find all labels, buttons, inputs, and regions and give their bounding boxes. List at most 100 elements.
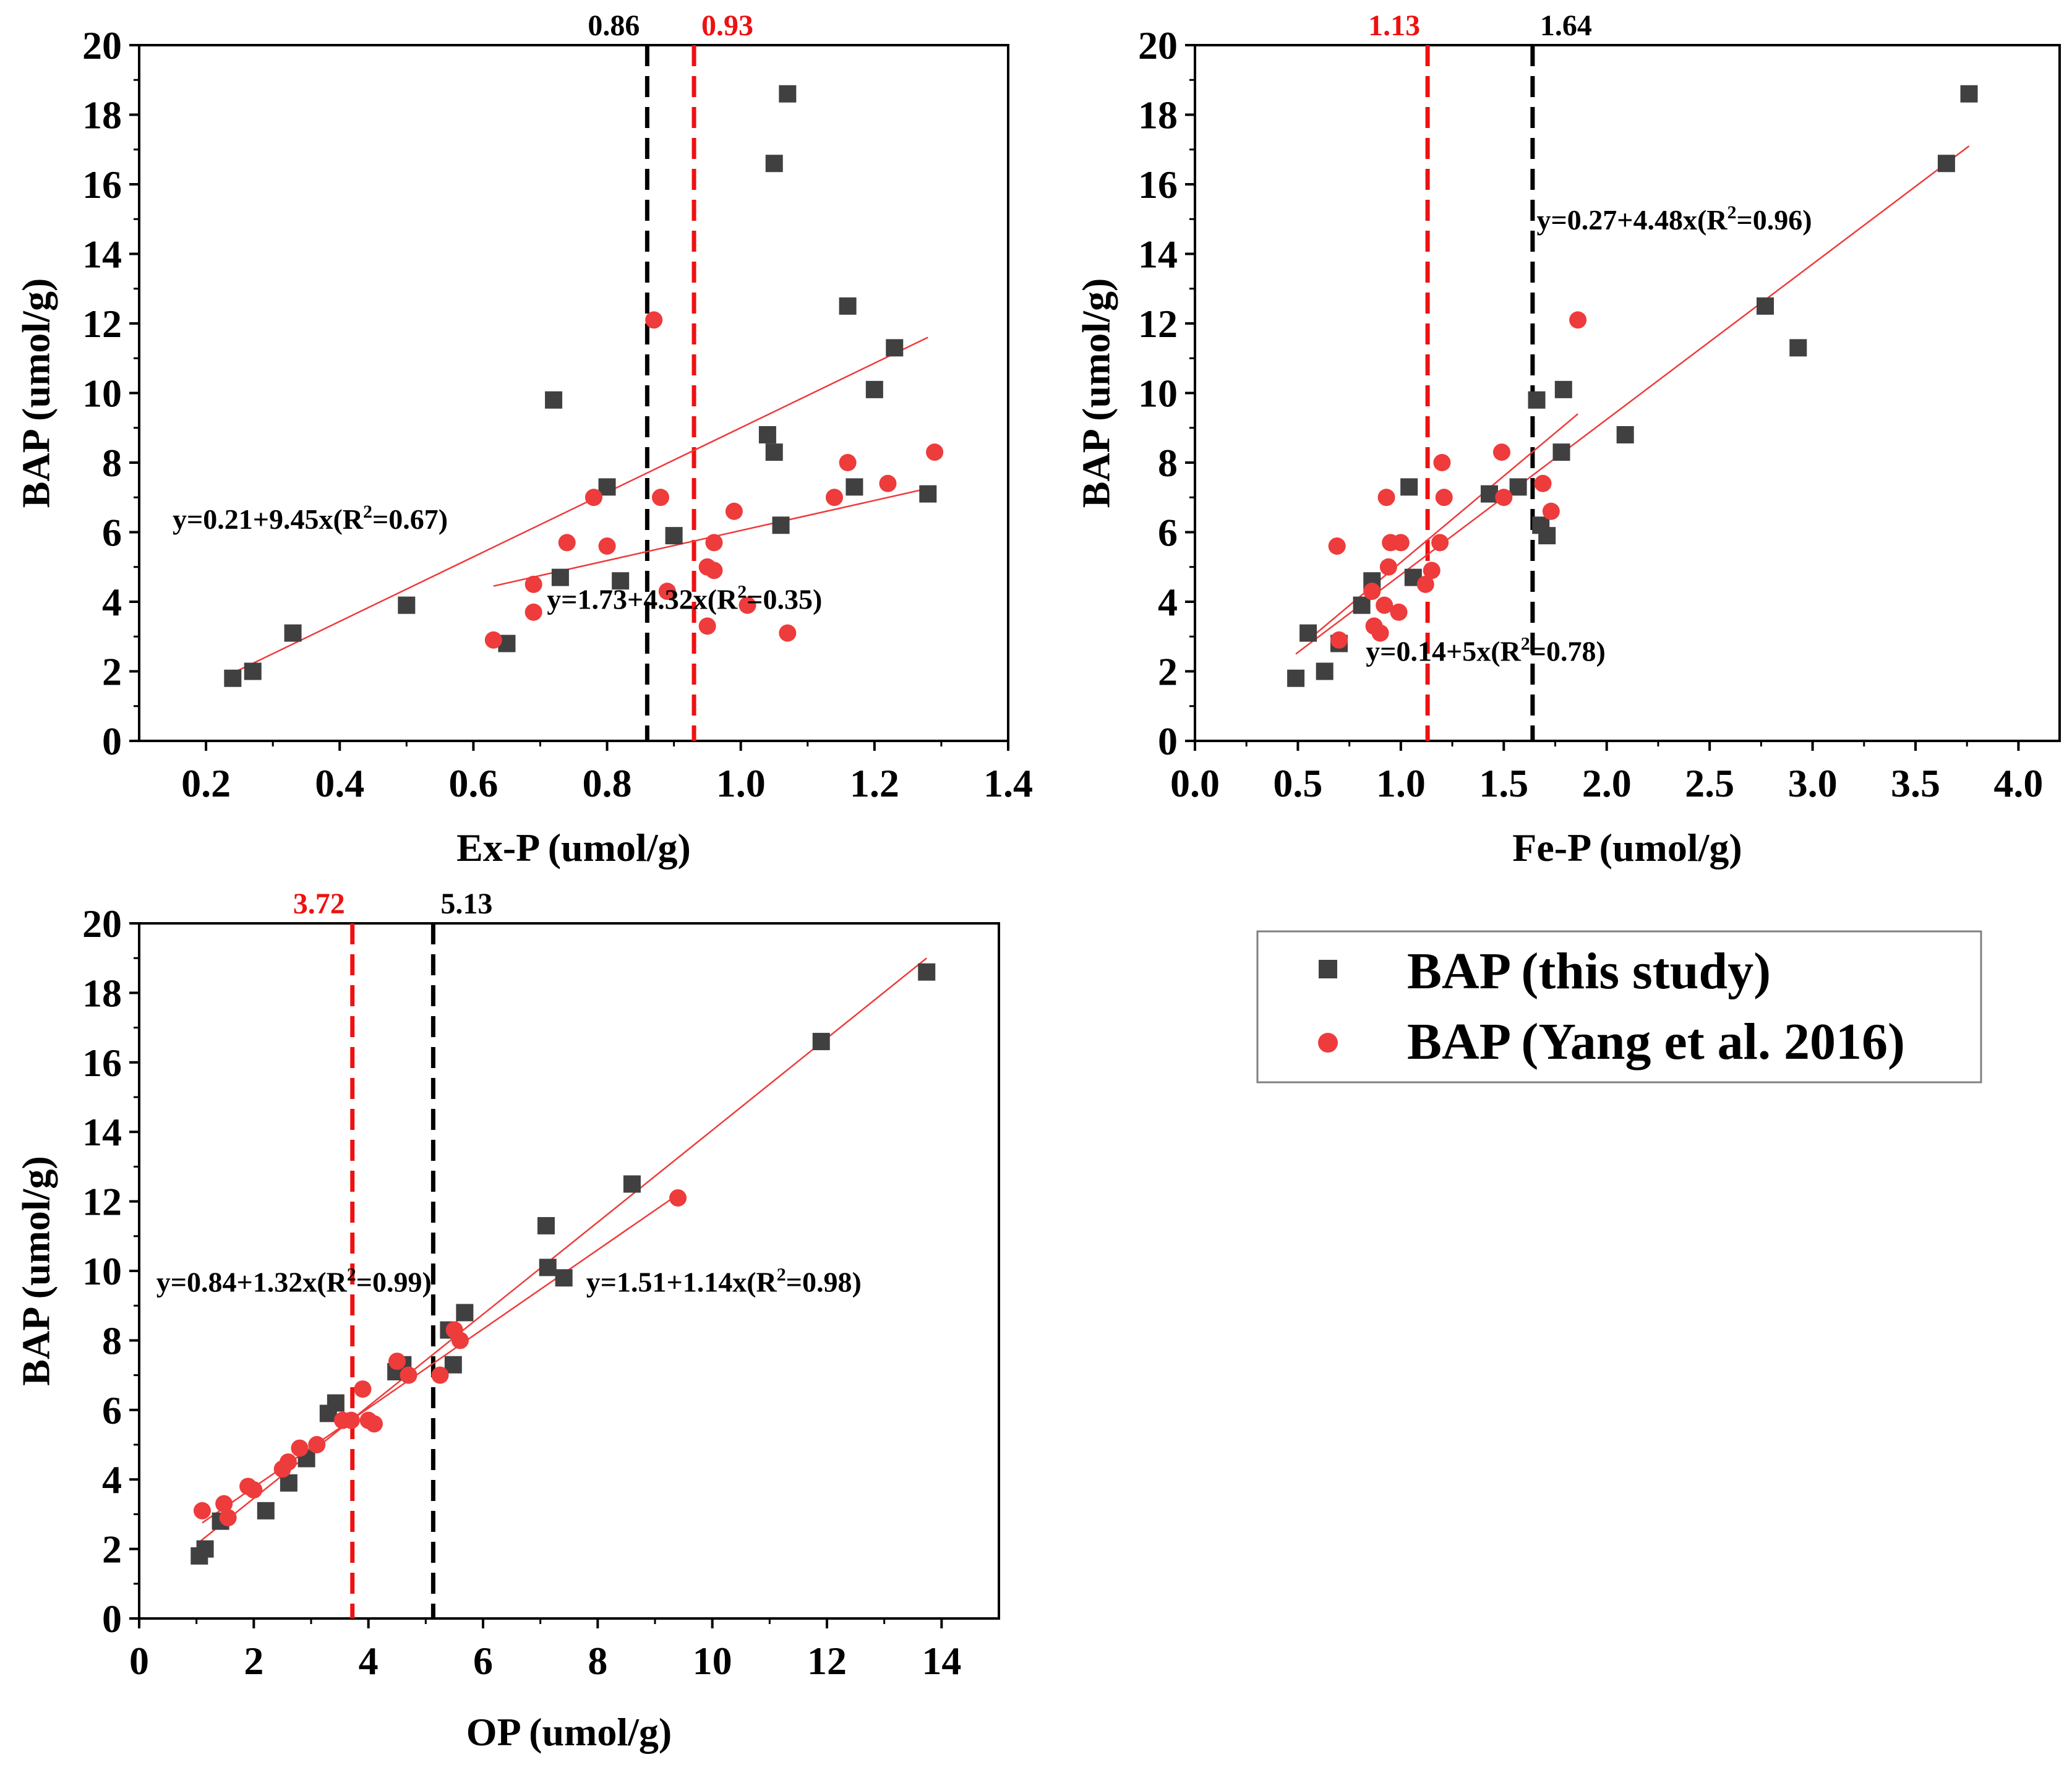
data-point-square xyxy=(1616,426,1634,443)
y-tick-label: 10 xyxy=(82,372,122,416)
data-point-circle xyxy=(1433,454,1451,471)
x-tick-label: 12 xyxy=(807,1639,847,1683)
data-point-square xyxy=(284,624,302,642)
data-point-circle xyxy=(1379,558,1397,576)
data-point-circle xyxy=(431,1366,449,1384)
data-point-circle xyxy=(669,1189,687,1207)
data-point-circle xyxy=(1330,631,1348,649)
data-point-square xyxy=(1937,155,1955,173)
equation-text: =0.67) xyxy=(372,503,448,535)
data-point-square xyxy=(839,297,857,315)
data-point-square xyxy=(555,1269,573,1287)
data-point-square xyxy=(327,1394,345,1412)
x-tick-label: 0.0 xyxy=(1170,761,1220,805)
y-tick-label: 18 xyxy=(1138,93,1178,137)
data-point-square xyxy=(257,1502,275,1520)
data-point-square xyxy=(551,568,569,586)
y-tick-label: 20 xyxy=(82,24,122,67)
data-point-square xyxy=(758,426,776,443)
y-tick-label: 8 xyxy=(1158,441,1178,485)
legend-marker-square xyxy=(1319,960,1337,978)
data-point-square xyxy=(623,1175,641,1193)
x-tick-label: 0.8 xyxy=(583,761,632,805)
data-point-square xyxy=(196,1540,214,1558)
y-tick-label: 4 xyxy=(102,1458,122,1502)
data-point-circle xyxy=(705,534,723,552)
data-point-circle xyxy=(1492,443,1510,461)
y-tick-label: 0 xyxy=(102,1597,122,1641)
data-point-square xyxy=(1299,624,1317,642)
data-point-square xyxy=(1960,85,1978,103)
data-point-circle xyxy=(738,596,756,614)
data-point-square xyxy=(1757,297,1774,315)
data-point-square xyxy=(539,1259,557,1276)
legend-marker-circle xyxy=(1318,1033,1338,1053)
y-tick-label: 12 xyxy=(82,1180,122,1224)
fe-p-chart: 0 2 4 6 8 10 12 14 16 18 20 0.0 0.5 1.0 1.5 2.0 2.5 3.0 3.… xyxy=(1074,9,2061,870)
data-point-circle xyxy=(1423,562,1441,579)
data-point-circle xyxy=(598,537,616,555)
data-point-circle xyxy=(524,603,542,621)
x-tick-label: 1.0 xyxy=(716,761,766,805)
data-point-circle xyxy=(839,454,857,471)
data-point-circle xyxy=(279,1453,297,1471)
data-point-circle xyxy=(354,1380,372,1398)
data-point-circle xyxy=(705,562,723,579)
data-point-square xyxy=(537,1216,555,1234)
equation-text: y=1.73+4.32x(R xyxy=(547,583,738,615)
data-point-square xyxy=(865,380,883,398)
data-point-circle xyxy=(698,617,716,635)
fit-line xyxy=(202,1194,679,1524)
ex-p-chart: 0 2 4 6 8 10 12 14 16 18 20 0.2 0.4 0.6 0.8 1.0 1.2 1.4 Ex… xyxy=(14,9,1034,870)
data-point-circle xyxy=(779,624,797,642)
data-point-circle xyxy=(1534,474,1552,492)
y-tick-label: 16 xyxy=(82,163,122,207)
y-tick-label: 14 xyxy=(82,233,122,276)
y-tick-label: 4 xyxy=(102,580,122,624)
data-point-square xyxy=(665,527,683,545)
regression-equation: y=1.51+1.14x(R2=0.98) xyxy=(586,1265,862,1298)
data-point-square xyxy=(224,669,242,687)
x-tick-label: 6 xyxy=(473,1639,493,1683)
y-tick-label: 2 xyxy=(102,1528,122,1571)
x-tick-label: 1.2 xyxy=(850,761,899,805)
data-point-square xyxy=(1316,662,1334,680)
data-point-circle xyxy=(308,1436,326,1453)
y-tick-label: 6 xyxy=(102,1388,122,1432)
x-tick-label: 8 xyxy=(588,1639,607,1683)
data-point-square xyxy=(1480,485,1498,503)
data-point-circle xyxy=(1542,502,1560,520)
equation-text: y=0.14+5x(R xyxy=(1366,636,1521,667)
x-tick-label: 2.5 xyxy=(1685,761,1734,805)
legend-label-this-study: BAP (this study) xyxy=(1407,943,1771,1000)
y-tick-label: 8 xyxy=(102,1319,122,1362)
y-axis-title: BAP (umol/g) xyxy=(14,278,58,508)
data-point-circle xyxy=(1363,583,1381,601)
regression-equation: y=1.73+4.32x(R2=0.35) xyxy=(547,581,822,615)
data-point-square xyxy=(398,596,416,614)
y-tick-label: 10 xyxy=(1138,372,1178,416)
y-tick-label: 12 xyxy=(82,302,122,346)
regression-equation: y=0.84+1.32x(R2=0.99) xyxy=(156,1265,432,1298)
data-point-circle xyxy=(926,443,944,461)
x-tick-label: 3.0 xyxy=(1788,761,1838,805)
fit-line xyxy=(232,336,928,674)
threshold-label: 1.13 xyxy=(1368,9,1420,42)
x-axis-title: Fe-P (umol/g) xyxy=(1512,826,1742,870)
data-point-circle xyxy=(484,631,502,649)
x-tick-label: 0.2 xyxy=(181,761,231,805)
data-point-square xyxy=(1552,443,1570,461)
equation-text: =0.96) xyxy=(1737,204,1812,236)
x-tick-label: 3.5 xyxy=(1891,761,1940,805)
y-tick-label: 10 xyxy=(82,1249,122,1293)
data-point-square xyxy=(886,339,904,357)
data-point-square xyxy=(1287,669,1305,687)
data-point-circle xyxy=(658,583,676,601)
threshold-label: 3.72 xyxy=(293,887,345,920)
data-point-circle xyxy=(451,1332,469,1349)
data-point-square xyxy=(598,478,616,496)
plot-frame xyxy=(1194,44,2061,742)
y-tick-label: 18 xyxy=(82,93,122,137)
equation-text: =0.99) xyxy=(356,1267,432,1298)
